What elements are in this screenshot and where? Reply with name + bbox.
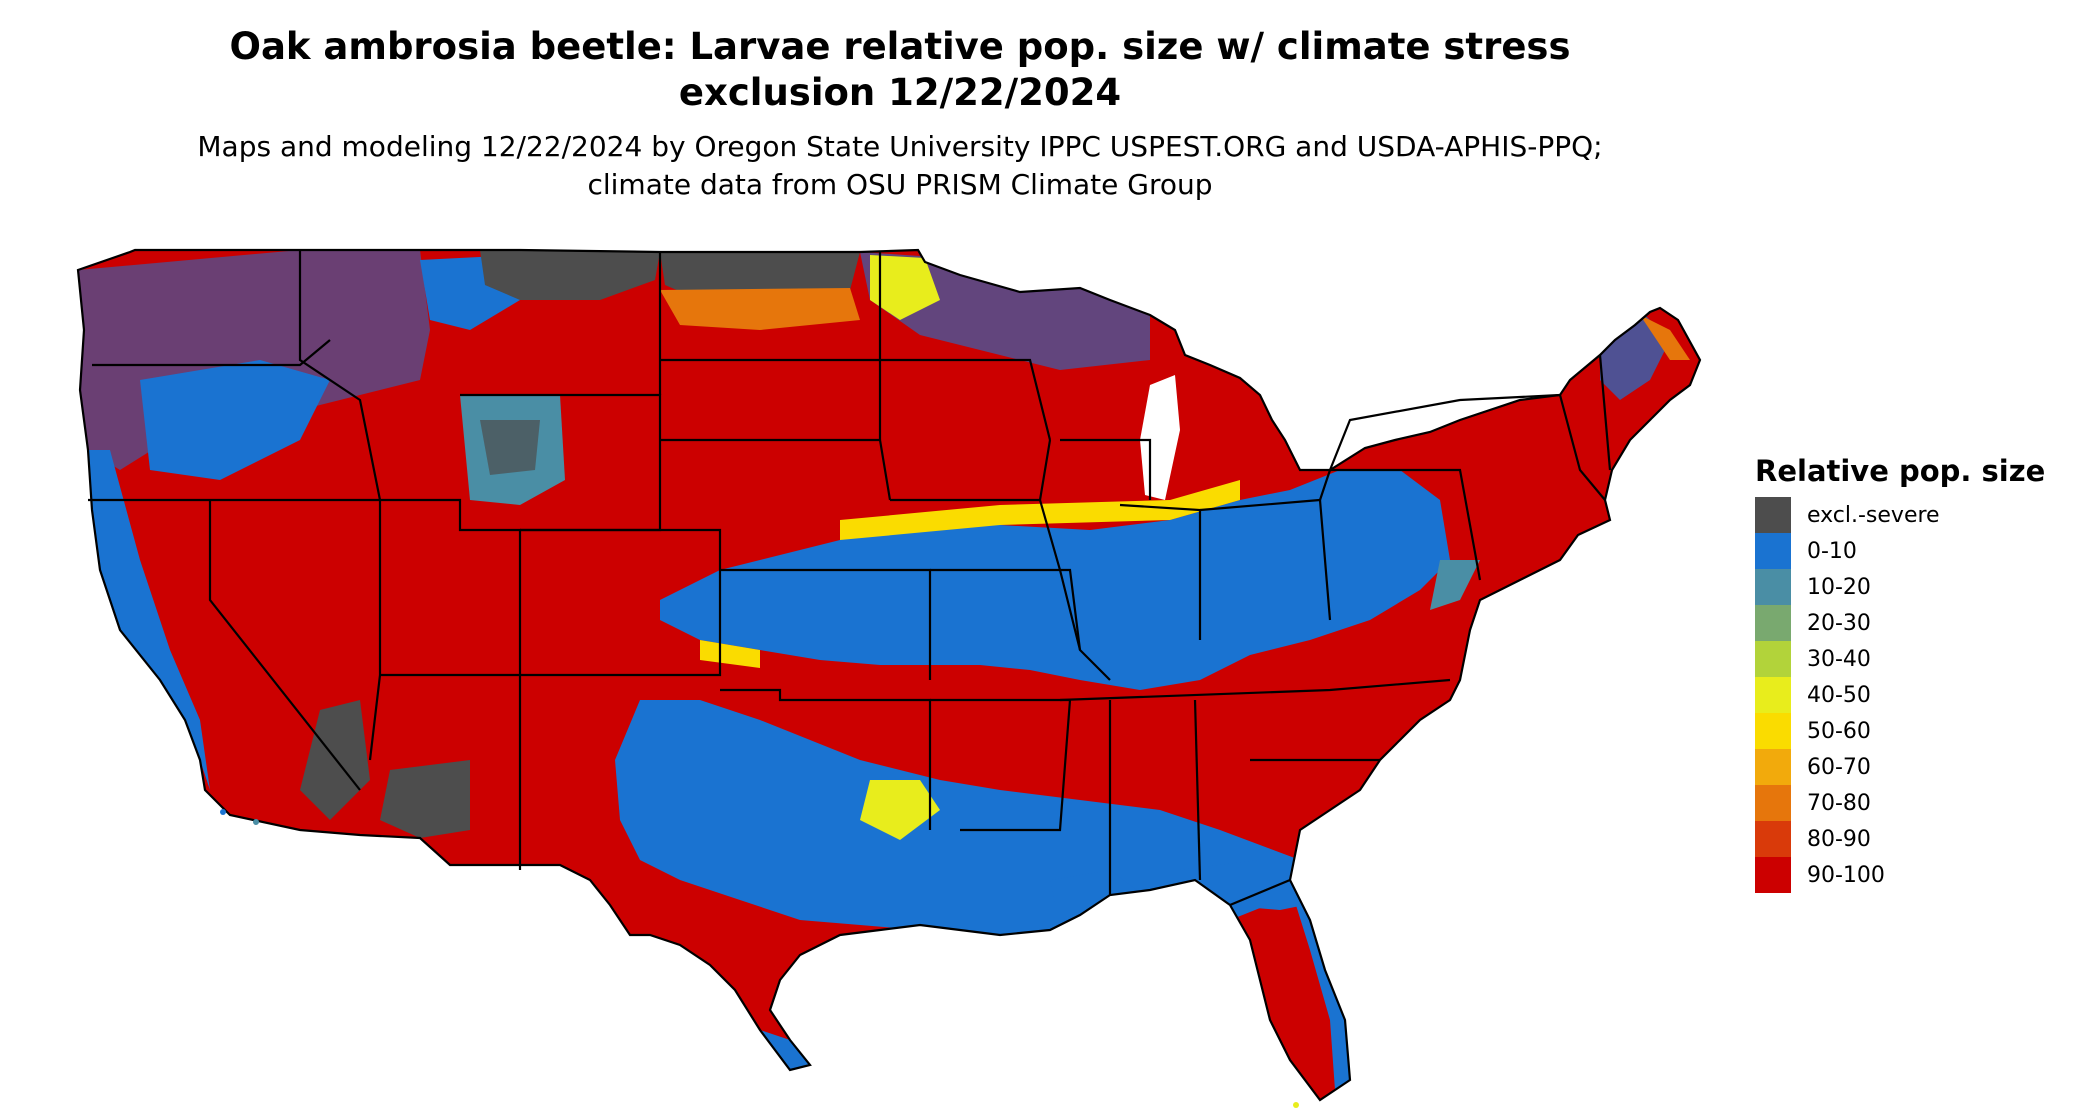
texas-coast-low-edge [760,1030,810,1070]
legend-swatch [1755,821,1791,857]
border-id [298,250,382,501]
border-ok [720,688,932,830]
legend-title: Relative pop. size [1755,454,2046,488]
columbia-low-zone [140,360,330,480]
legend-swatch [1755,749,1791,785]
legend-swatch [1755,497,1791,533]
border-tn [1059,678,1451,702]
border-pa [1318,468,1482,581]
us-outline [76,248,1702,1102]
florida-key [1293,1102,1299,1108]
us-population-map [76,248,1702,1108]
border-sd-ne [660,438,892,501]
channel-island [253,819,259,825]
border-ny [1328,393,1561,471]
legend-swatch [1755,857,1791,893]
legend-label: 10-20 [1807,574,1871,600]
map-title: Oak ambrosia beetle: Larvae relative pop… [229,25,1571,114]
montana-excluded-zone [480,250,660,300]
state-borders [76,248,1702,1102]
channel-island [220,809,226,815]
legend: Relative pop. size excl.-severe 0-10 10-20… [1755,453,2085,893]
legend-swatch [1755,677,1791,713]
legend-label: 40-50 [1807,682,1871,708]
north-dakota-excluded-zone [660,252,860,300]
map-subtitle: Maps and modeling 12/22/2024 by Oregon S… [197,130,1603,201]
legend-item: 30-40 [1755,641,2085,677]
border-ut [380,498,522,675]
southern-low-band [615,700,1350,940]
legend-swatch [1755,533,1791,569]
legend-item: 50-60 [1755,713,2085,749]
minnesota-yellow-zone [870,255,940,320]
border-mn [878,252,1052,441]
border-wi [1060,438,1152,500]
border-il [1038,499,1111,681]
legend-label: 0-10 [1807,538,1857,564]
legend-item: 80-90 [1755,821,2085,857]
central-yellow-edge-south [700,640,760,668]
border-al-ga [1193,699,1202,881]
legend-swatch [1755,713,1791,749]
legend-label: 70-80 [1807,790,1871,816]
legend-swatch [1755,641,1791,677]
central-low-band [660,470,1450,690]
legend-label: 90-100 [1807,862,1885,888]
border-co [520,528,722,677]
border-fl [1229,878,1291,907]
texas-yellow-zone [860,780,940,840]
border-ar [930,698,1072,832]
border-wa-or [92,339,331,367]
border-vt-nh [1598,354,1612,471]
wyoming-excluded-zone [480,420,540,475]
maine-orange-zone [1640,315,1690,360]
legend-label: 50-60 [1807,718,1871,744]
legend-swatch [1755,785,1791,821]
islands [220,809,1299,1108]
central-yellow-edge-north [840,480,1240,540]
legend-swatch [1755,569,1791,605]
border-ca-nv [208,500,361,791]
legend-swatch [1755,605,1791,641]
legend-item: 40-50 [1755,677,2085,713]
northern-orange-band [660,288,860,330]
legend-items: excl.-severe 0-10 10-20 20-30 30-40 40-50 50-6… [1755,497,2085,893]
legend-label: 30-40 [1807,646,1871,672]
legend-label: excl.-severe [1807,502,1940,528]
border-ne-states [1558,394,1606,501]
raster-layer [78,250,1700,1100]
west-coast-low-edge [88,450,210,790]
legend-item: excl.-severe [1755,497,2085,533]
legend-item: 90-100 [1755,857,2085,893]
legend-label: 60-70 [1807,754,1871,780]
legend-item: 70-80 [1755,785,2085,821]
legend-item: 10-20 [1755,569,2085,605]
legend-label: 20-30 [1807,610,1871,636]
legend-item: 20-30 [1755,605,2085,641]
appalachian-mid-zone [1430,560,1480,610]
legend-item: 60-70 [1755,749,2085,785]
arizona-excluded-zone [380,760,470,838]
legend-label: 80-90 [1807,826,1871,852]
border-mo [930,568,1082,651]
florida-low-edge [1285,870,1350,1090]
legend-item: 0-10 [1755,533,2085,569]
